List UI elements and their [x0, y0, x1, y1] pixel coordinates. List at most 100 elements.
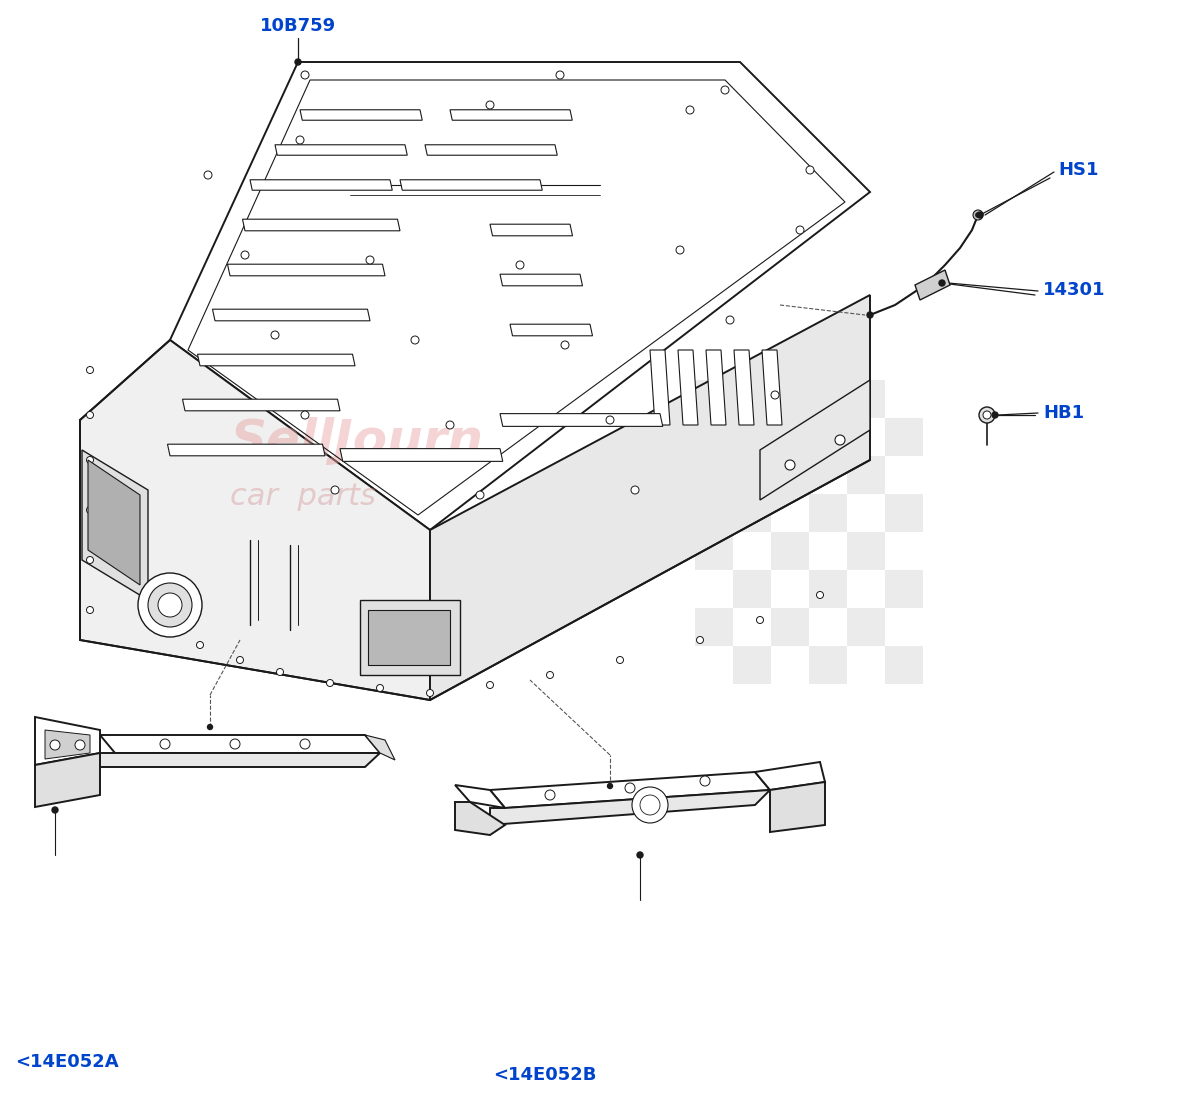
- Circle shape: [204, 172, 212, 179]
- Polygon shape: [198, 354, 355, 365]
- Polygon shape: [916, 270, 950, 300]
- Circle shape: [696, 636, 703, 644]
- Circle shape: [606, 416, 614, 424]
- Circle shape: [516, 261, 524, 268]
- Bar: [809, 646, 847, 684]
- Circle shape: [446, 421, 454, 429]
- Bar: [772, 380, 809, 418]
- Circle shape: [976, 213, 980, 217]
- Text: 14301: 14301: [1043, 281, 1105, 299]
- Polygon shape: [170, 62, 870, 530]
- Circle shape: [617, 656, 624, 664]
- Circle shape: [637, 852, 643, 858]
- Bar: [847, 456, 886, 494]
- Bar: [847, 532, 886, 570]
- Polygon shape: [510, 324, 593, 335]
- Circle shape: [331, 486, 340, 494]
- Bar: [772, 456, 809, 494]
- Circle shape: [486, 101, 494, 109]
- Polygon shape: [182, 399, 340, 411]
- Circle shape: [86, 367, 94, 373]
- Circle shape: [625, 783, 635, 793]
- Polygon shape: [500, 274, 582, 286]
- Circle shape: [726, 316, 734, 324]
- Text: HS1: HS1: [1058, 162, 1098, 179]
- Polygon shape: [706, 350, 726, 426]
- Circle shape: [983, 411, 991, 419]
- Circle shape: [816, 592, 823, 598]
- Circle shape: [796, 226, 804, 234]
- Bar: [809, 570, 847, 608]
- Circle shape: [977, 212, 983, 218]
- Polygon shape: [365, 735, 395, 760]
- Circle shape: [276, 668, 283, 675]
- Bar: [733, 418, 772, 456]
- Polygon shape: [250, 179, 392, 190]
- Polygon shape: [650, 350, 670, 426]
- Polygon shape: [88, 460, 140, 585]
- Text: <14E052B: <14E052B: [493, 1066, 596, 1084]
- Polygon shape: [678, 350, 698, 426]
- Bar: [733, 646, 772, 684]
- Circle shape: [366, 256, 374, 264]
- Polygon shape: [368, 610, 450, 665]
- Text: SellJourn: SellJourn: [230, 417, 484, 465]
- Polygon shape: [340, 449, 503, 461]
- Polygon shape: [228, 264, 385, 276]
- Polygon shape: [35, 717, 100, 765]
- Circle shape: [556, 71, 564, 79]
- Polygon shape: [490, 772, 770, 808]
- Circle shape: [52, 807, 58, 813]
- Circle shape: [686, 106, 694, 114]
- Circle shape: [76, 740, 85, 750]
- Polygon shape: [490, 224, 572, 236]
- Polygon shape: [275, 145, 407, 155]
- Circle shape: [208, 724, 212, 730]
- Polygon shape: [770, 782, 826, 832]
- Circle shape: [607, 783, 612, 789]
- Polygon shape: [168, 444, 325, 456]
- Bar: [809, 494, 847, 532]
- Text: 10B759: 10B759: [260, 17, 336, 35]
- Circle shape: [640, 795, 660, 815]
- Circle shape: [86, 411, 94, 419]
- Bar: [886, 418, 923, 456]
- Circle shape: [412, 336, 419, 344]
- Polygon shape: [500, 413, 662, 427]
- Circle shape: [138, 573, 202, 637]
- Polygon shape: [762, 350, 782, 426]
- Circle shape: [326, 680, 334, 686]
- Polygon shape: [212, 310, 370, 321]
- Polygon shape: [82, 450, 148, 600]
- Polygon shape: [400, 179, 542, 190]
- Circle shape: [426, 690, 433, 696]
- Circle shape: [835, 434, 845, 444]
- Circle shape: [546, 672, 553, 678]
- Circle shape: [236, 656, 244, 664]
- Circle shape: [296, 136, 304, 144]
- Circle shape: [721, 86, 730, 94]
- Bar: [733, 570, 772, 608]
- Bar: [695, 456, 733, 494]
- Circle shape: [785, 460, 796, 470]
- Bar: [886, 570, 923, 608]
- Polygon shape: [755, 762, 826, 790]
- Text: car  parts: car parts: [230, 482, 376, 511]
- Circle shape: [700, 776, 710, 786]
- Circle shape: [545, 790, 556, 800]
- Circle shape: [562, 341, 569, 349]
- Bar: [886, 494, 923, 532]
- Polygon shape: [450, 110, 572, 120]
- Bar: [695, 380, 733, 418]
- Circle shape: [301, 411, 310, 419]
- Circle shape: [866, 312, 874, 317]
- Circle shape: [806, 166, 814, 174]
- Bar: [772, 532, 809, 570]
- Circle shape: [86, 457, 94, 463]
- Circle shape: [377, 684, 384, 692]
- Bar: [886, 646, 923, 684]
- Circle shape: [50, 740, 60, 750]
- Circle shape: [241, 251, 250, 258]
- Circle shape: [301, 71, 310, 79]
- Circle shape: [148, 583, 192, 627]
